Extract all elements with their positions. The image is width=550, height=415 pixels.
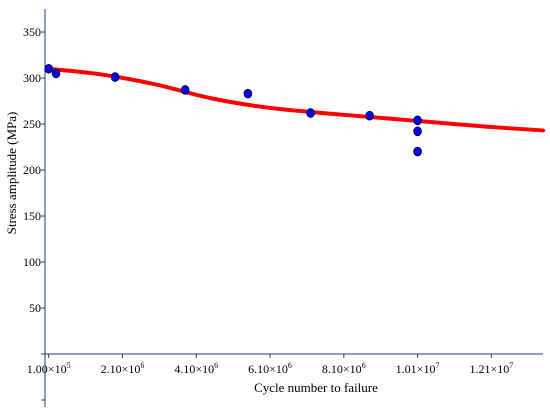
data-point	[110, 72, 120, 82]
data-point	[413, 115, 422, 126]
x-tick-label: 1.00×105	[27, 361, 71, 376]
x-tick-label: 1.01×107	[396, 361, 440, 376]
fit-curve-layer	[46, 66, 545, 133]
x-tick-label: 4.10×106	[174, 361, 218, 376]
data-point	[413, 146, 422, 157]
y-tick-label: 150	[23, 209, 41, 223]
x-tick-label: 1.21×107	[469, 361, 513, 376]
data-point	[44, 64, 53, 74]
y-axis-ticks: 50 100 150 200 250 300 350	[23, 25, 45, 401]
data-point	[306, 108, 315, 118]
y-tick-label: 200	[23, 163, 41, 177]
x-tick-label: 8.10×106	[322, 361, 366, 376]
x-tick-label: 2.10×106	[101, 361, 145, 376]
y-tick-label: 50	[29, 301, 41, 315]
y-tick-label: 100	[23, 255, 41, 269]
data-points-layer	[44, 64, 422, 157]
data-point	[51, 68, 61, 79]
data-point	[365, 110, 374, 121]
data-point	[180, 85, 190, 95]
fit-curve-line	[46, 66, 545, 133]
x-axis-title: Cycle number to failure	[254, 380, 378, 395]
y-tick-label: 300	[23, 71, 41, 85]
data-point	[243, 88, 253, 99]
y-tick-label: 250	[23, 117, 41, 131]
x-tick-label: 6.10×106	[248, 361, 292, 376]
data-point	[413, 126, 422, 137]
y-tick-label: 350	[23, 25, 41, 39]
x-axis-ticks: 1.00×105 2.10×106 4.10×106 6.10×106 8.10×106…	[27, 354, 513, 376]
y-axis-title: Stress amplitude (MPa)	[4, 112, 19, 235]
